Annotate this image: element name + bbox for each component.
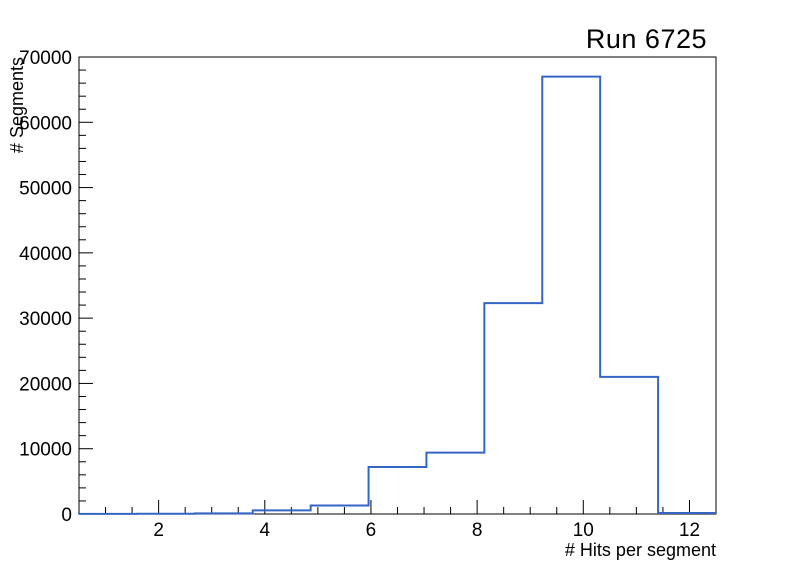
y-tick-label: 60000 bbox=[19, 113, 72, 134]
histogram-line bbox=[78, 75, 716, 515]
chart-title: Run 6725 bbox=[586, 24, 707, 54]
plot-frame bbox=[78, 56, 717, 515]
x-axis-title: # Hits per segment bbox=[565, 540, 716, 560]
x-tick-label: 2 bbox=[153, 520, 164, 541]
axis-ticks bbox=[79, 69, 690, 514]
x-tick-label: 4 bbox=[260, 520, 271, 541]
x-tick-label: 12 bbox=[679, 520, 700, 541]
x-tick-label: 10 bbox=[573, 520, 594, 541]
y-tick-label: 50000 bbox=[19, 179, 72, 200]
y-tick-label: 0 bbox=[61, 505, 72, 526]
y-tick-label: 30000 bbox=[19, 309, 72, 330]
y-tick-label: 20000 bbox=[19, 374, 72, 395]
axis-tick-labels: 2 4 6 8 10 12 0 10000 20000 30000 40000 50000 60000 7… bbox=[19, 48, 700, 541]
y-tick-label: 40000 bbox=[19, 244, 72, 265]
y-tick-label: 10000 bbox=[19, 440, 72, 461]
x-tick-label: 8 bbox=[472, 520, 483, 541]
y-tick-label: 70000 bbox=[19, 48, 72, 69]
y-axis-title: # Segments bbox=[7, 57, 27, 153]
x-tick-label: 6 bbox=[366, 520, 377, 541]
